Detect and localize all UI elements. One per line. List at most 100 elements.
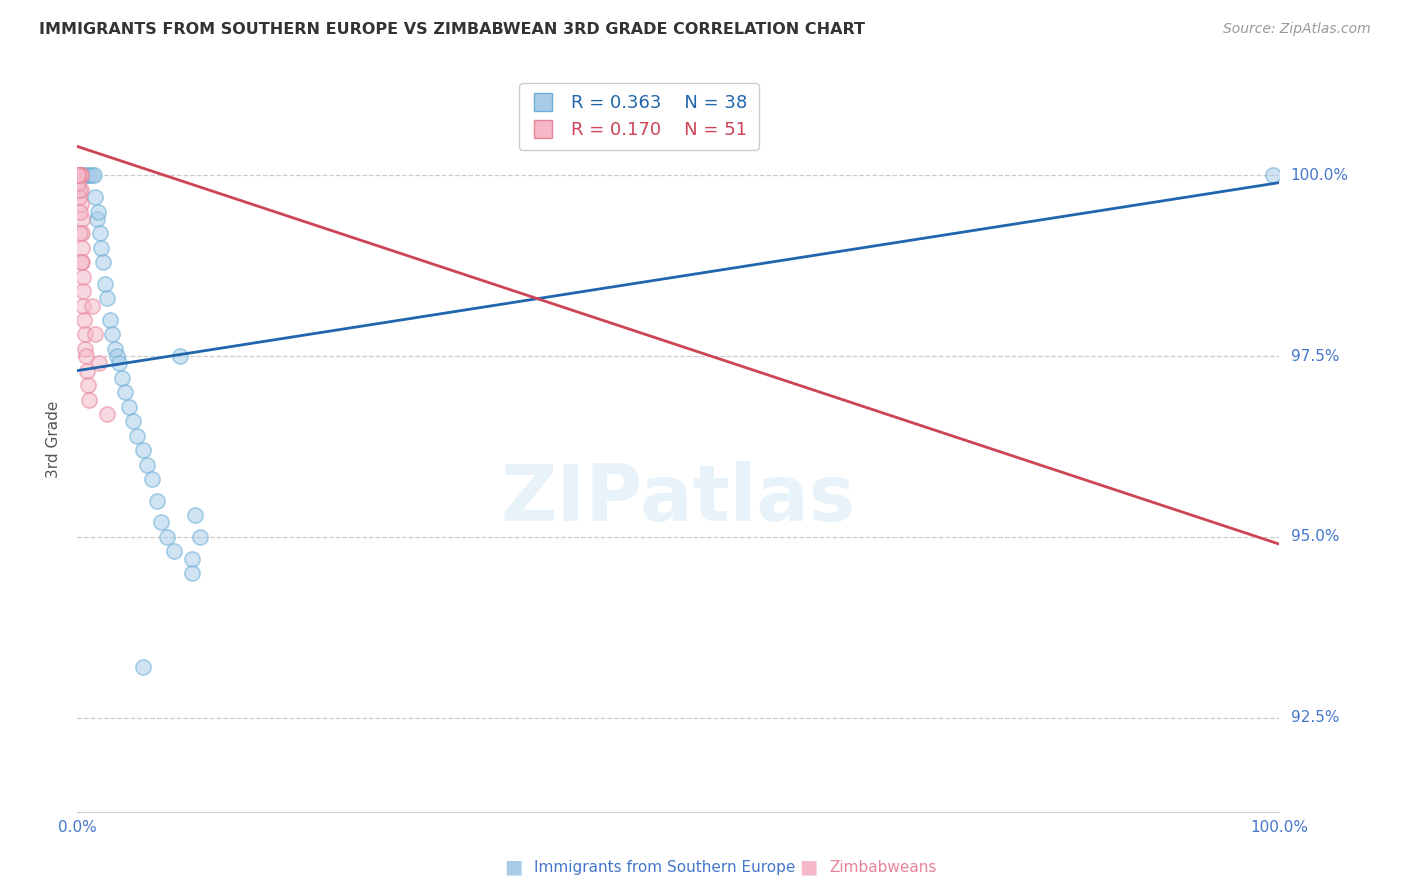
Text: ZIPatlas: ZIPatlas bbox=[501, 461, 856, 537]
Point bbox=[67, 169, 90, 183]
Point bbox=[66, 169, 89, 183]
Text: 95.0%: 95.0% bbox=[1291, 530, 1339, 544]
Point bbox=[72, 284, 94, 298]
Point bbox=[87, 204, 110, 219]
Point bbox=[67, 169, 90, 183]
Point bbox=[101, 327, 124, 342]
Point bbox=[72, 269, 94, 284]
Point bbox=[80, 299, 103, 313]
Text: 97.5%: 97.5% bbox=[1291, 349, 1339, 364]
Point bbox=[69, 169, 91, 183]
Point bbox=[67, 183, 90, 197]
Point bbox=[87, 356, 110, 370]
Point bbox=[69, 204, 91, 219]
Point bbox=[114, 385, 136, 400]
Point bbox=[79, 169, 101, 183]
Point bbox=[75, 342, 97, 356]
Point bbox=[180, 551, 202, 566]
Point bbox=[70, 169, 93, 183]
Point bbox=[73, 313, 96, 327]
Point bbox=[66, 169, 89, 183]
Point bbox=[69, 169, 91, 183]
Point bbox=[69, 169, 91, 183]
Point bbox=[73, 327, 96, 342]
Point bbox=[121, 414, 143, 428]
Point bbox=[94, 277, 117, 291]
Point bbox=[188, 530, 211, 544]
Point bbox=[91, 255, 114, 269]
Point bbox=[111, 371, 134, 385]
Point bbox=[67, 169, 90, 183]
Text: ■: ■ bbox=[799, 857, 818, 877]
Point bbox=[83, 169, 105, 183]
Text: 100.0%: 100.0% bbox=[1291, 168, 1348, 183]
Point bbox=[70, 197, 93, 211]
Point bbox=[69, 226, 91, 240]
Point bbox=[132, 660, 155, 674]
Point bbox=[70, 211, 93, 226]
Text: Source: ZipAtlas.com: Source: ZipAtlas.com bbox=[1223, 22, 1371, 37]
Point bbox=[70, 183, 93, 197]
Point bbox=[1263, 169, 1285, 183]
Point bbox=[184, 508, 207, 523]
Y-axis label: 3rd Grade: 3rd Grade bbox=[46, 401, 62, 478]
Point bbox=[108, 356, 131, 370]
Point bbox=[96, 407, 118, 421]
Point bbox=[67, 169, 90, 183]
Point bbox=[150, 516, 173, 530]
Point bbox=[69, 169, 91, 183]
Legend: R = 0.363    N = 38, R = 0.170    N = 51: R = 0.363 N = 38, R = 0.170 N = 51 bbox=[519, 83, 759, 150]
Point bbox=[66, 169, 89, 183]
Point bbox=[67, 190, 90, 204]
Point bbox=[67, 169, 90, 183]
Point bbox=[67, 169, 90, 183]
Point bbox=[105, 349, 128, 363]
Point bbox=[76, 169, 98, 183]
Point bbox=[70, 255, 93, 269]
Point bbox=[72, 299, 94, 313]
Point bbox=[67, 169, 90, 183]
Point bbox=[127, 428, 149, 442]
Point bbox=[145, 493, 167, 508]
Point bbox=[67, 169, 90, 183]
Point bbox=[69, 169, 91, 183]
Point bbox=[169, 349, 191, 363]
Point bbox=[162, 544, 184, 558]
Point bbox=[89, 226, 111, 240]
Point bbox=[132, 443, 155, 458]
Point bbox=[104, 342, 127, 356]
Text: ■: ■ bbox=[503, 857, 523, 877]
Point bbox=[80, 169, 103, 183]
Point bbox=[69, 169, 91, 183]
Text: IMMIGRANTS FROM SOUTHERN EUROPE VS ZIMBABWEAN 3RD GRADE CORRELATION CHART: IMMIGRANTS FROM SOUTHERN EUROPE VS ZIMBA… bbox=[39, 22, 865, 37]
Point bbox=[72, 169, 94, 183]
Point bbox=[98, 313, 121, 327]
Point bbox=[84, 327, 107, 342]
Point bbox=[69, 169, 91, 183]
Point bbox=[76, 363, 98, 377]
Point bbox=[70, 241, 93, 255]
Point bbox=[66, 169, 89, 183]
Point bbox=[90, 241, 112, 255]
Point bbox=[67, 169, 90, 183]
Point bbox=[67, 169, 90, 183]
Point bbox=[70, 226, 93, 240]
Point bbox=[67, 176, 90, 190]
Point bbox=[141, 472, 163, 486]
Text: Zimbabweans: Zimbabweans bbox=[830, 860, 936, 874]
Point bbox=[180, 566, 202, 580]
Point bbox=[72, 255, 94, 269]
Point bbox=[156, 530, 179, 544]
Point bbox=[75, 349, 97, 363]
Point bbox=[96, 291, 118, 305]
Point bbox=[118, 400, 141, 414]
Point bbox=[67, 169, 90, 183]
Point bbox=[66, 169, 89, 183]
Point bbox=[84, 190, 107, 204]
Point bbox=[86, 211, 108, 226]
Point bbox=[136, 458, 159, 472]
Point bbox=[67, 169, 90, 183]
Point bbox=[79, 392, 101, 407]
Text: Immigrants from Southern Europe: Immigrants from Southern Europe bbox=[534, 860, 796, 874]
Point bbox=[77, 378, 100, 392]
